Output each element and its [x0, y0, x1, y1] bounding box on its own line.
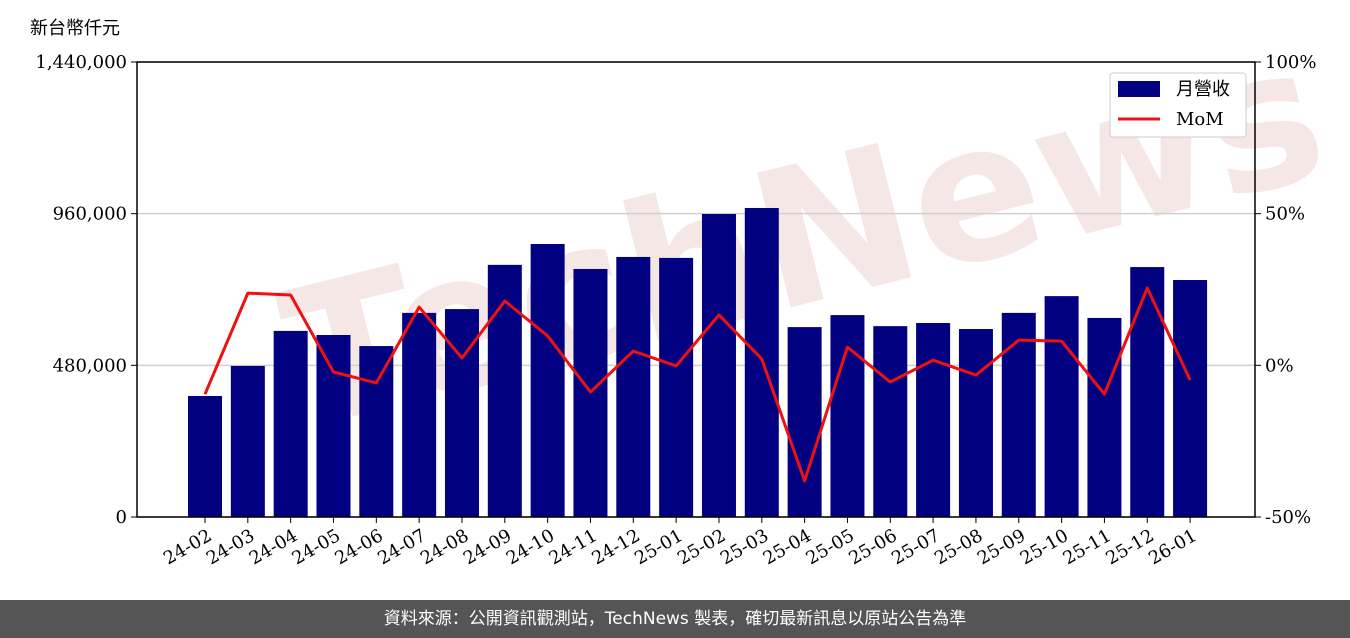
x-tick-label: 26-01: [1145, 525, 1200, 569]
x-tick-label: 25-12: [1102, 525, 1157, 569]
y2-tick-label: 50%: [1265, 204, 1305, 225]
bar: [958, 328, 993, 517]
bar: [188, 395, 222, 517]
x-tick-label: 24-11: [546, 525, 601, 569]
bar: [316, 335, 351, 517]
x-tick-label: 24-04: [246, 525, 301, 569]
y-tick-label: 480,000: [53, 355, 127, 376]
bar: [1087, 317, 1122, 517]
y-tick-label: 960,000: [53, 204, 127, 225]
x-tick-label: 25-09: [974, 525, 1029, 569]
y-axis-label: 新台幣仟元: [30, 18, 120, 39]
bar: [616, 256, 651, 517]
x-tick-label: 25-02: [674, 525, 729, 569]
x-tick-label: 24-03: [203, 525, 258, 569]
bar: [916, 322, 951, 517]
footer: 資料來源：公開資訊觀測站，TechNews 製表，確切最新訊息以原站公告為準: [0, 600, 1350, 638]
bar: [359, 346, 394, 517]
legend-label: MoM: [1176, 109, 1224, 130]
bar: [530, 244, 565, 517]
y2-tick-label: 100%: [1265, 52, 1316, 73]
x-tick-label: 24-02: [160, 525, 215, 569]
x-tick-label: 24-07: [374, 525, 429, 569]
x-tick-label: 25-05: [803, 525, 858, 569]
x-tick-label: 25-06: [845, 525, 900, 569]
bar: [1044, 296, 1079, 517]
line: [203, 286, 1192, 483]
bar: [873, 326, 908, 517]
bar: [487, 264, 522, 517]
y2-tick-label: 0%: [1265, 355, 1294, 376]
bar: [830, 315, 865, 517]
x-tick-label: 25-01: [631, 525, 686, 569]
bar: [273, 330, 308, 517]
x-tick-label: 25-11: [1059, 525, 1114, 569]
bar: [659, 257, 694, 517]
bar: [787, 327, 822, 517]
x-tick-label: 24-08: [417, 525, 472, 569]
x-tick-label: 24-09: [460, 525, 515, 569]
legend-swatch: [1118, 81, 1160, 97]
bar: [1173, 280, 1208, 517]
x-tick-label: 24-10: [503, 525, 558, 569]
x-tick-label: 25-04: [760, 525, 815, 569]
x-tick-label: 24-06: [331, 525, 386, 569]
y-tick-label: 1,440,000: [35, 52, 127, 73]
x-tick-label: 25-07: [888, 525, 943, 569]
chart: TechNews 新台幣仟元 0480,000960,0001,440,000-…: [30, 1, 1344, 569]
bar: [1130, 267, 1165, 517]
x-tick-label: 25-10: [1017, 525, 1072, 569]
y-tick-label: 0: [116, 507, 127, 528]
bar: [230, 365, 265, 517]
x-tick-label: 24-12: [588, 525, 643, 569]
x-tick-label: 25-03: [717, 525, 772, 569]
x-tick-label: 25-08: [931, 525, 986, 569]
y2-tick-label: -50%: [1265, 507, 1311, 528]
plot-frame: [136, 61, 1256, 518]
bar: [701, 213, 736, 517]
x-tick-label: 24-05: [289, 525, 344, 569]
bar: [402, 312, 437, 517]
bar: [1001, 312, 1036, 517]
legend-label: 月營收: [1176, 79, 1230, 100]
